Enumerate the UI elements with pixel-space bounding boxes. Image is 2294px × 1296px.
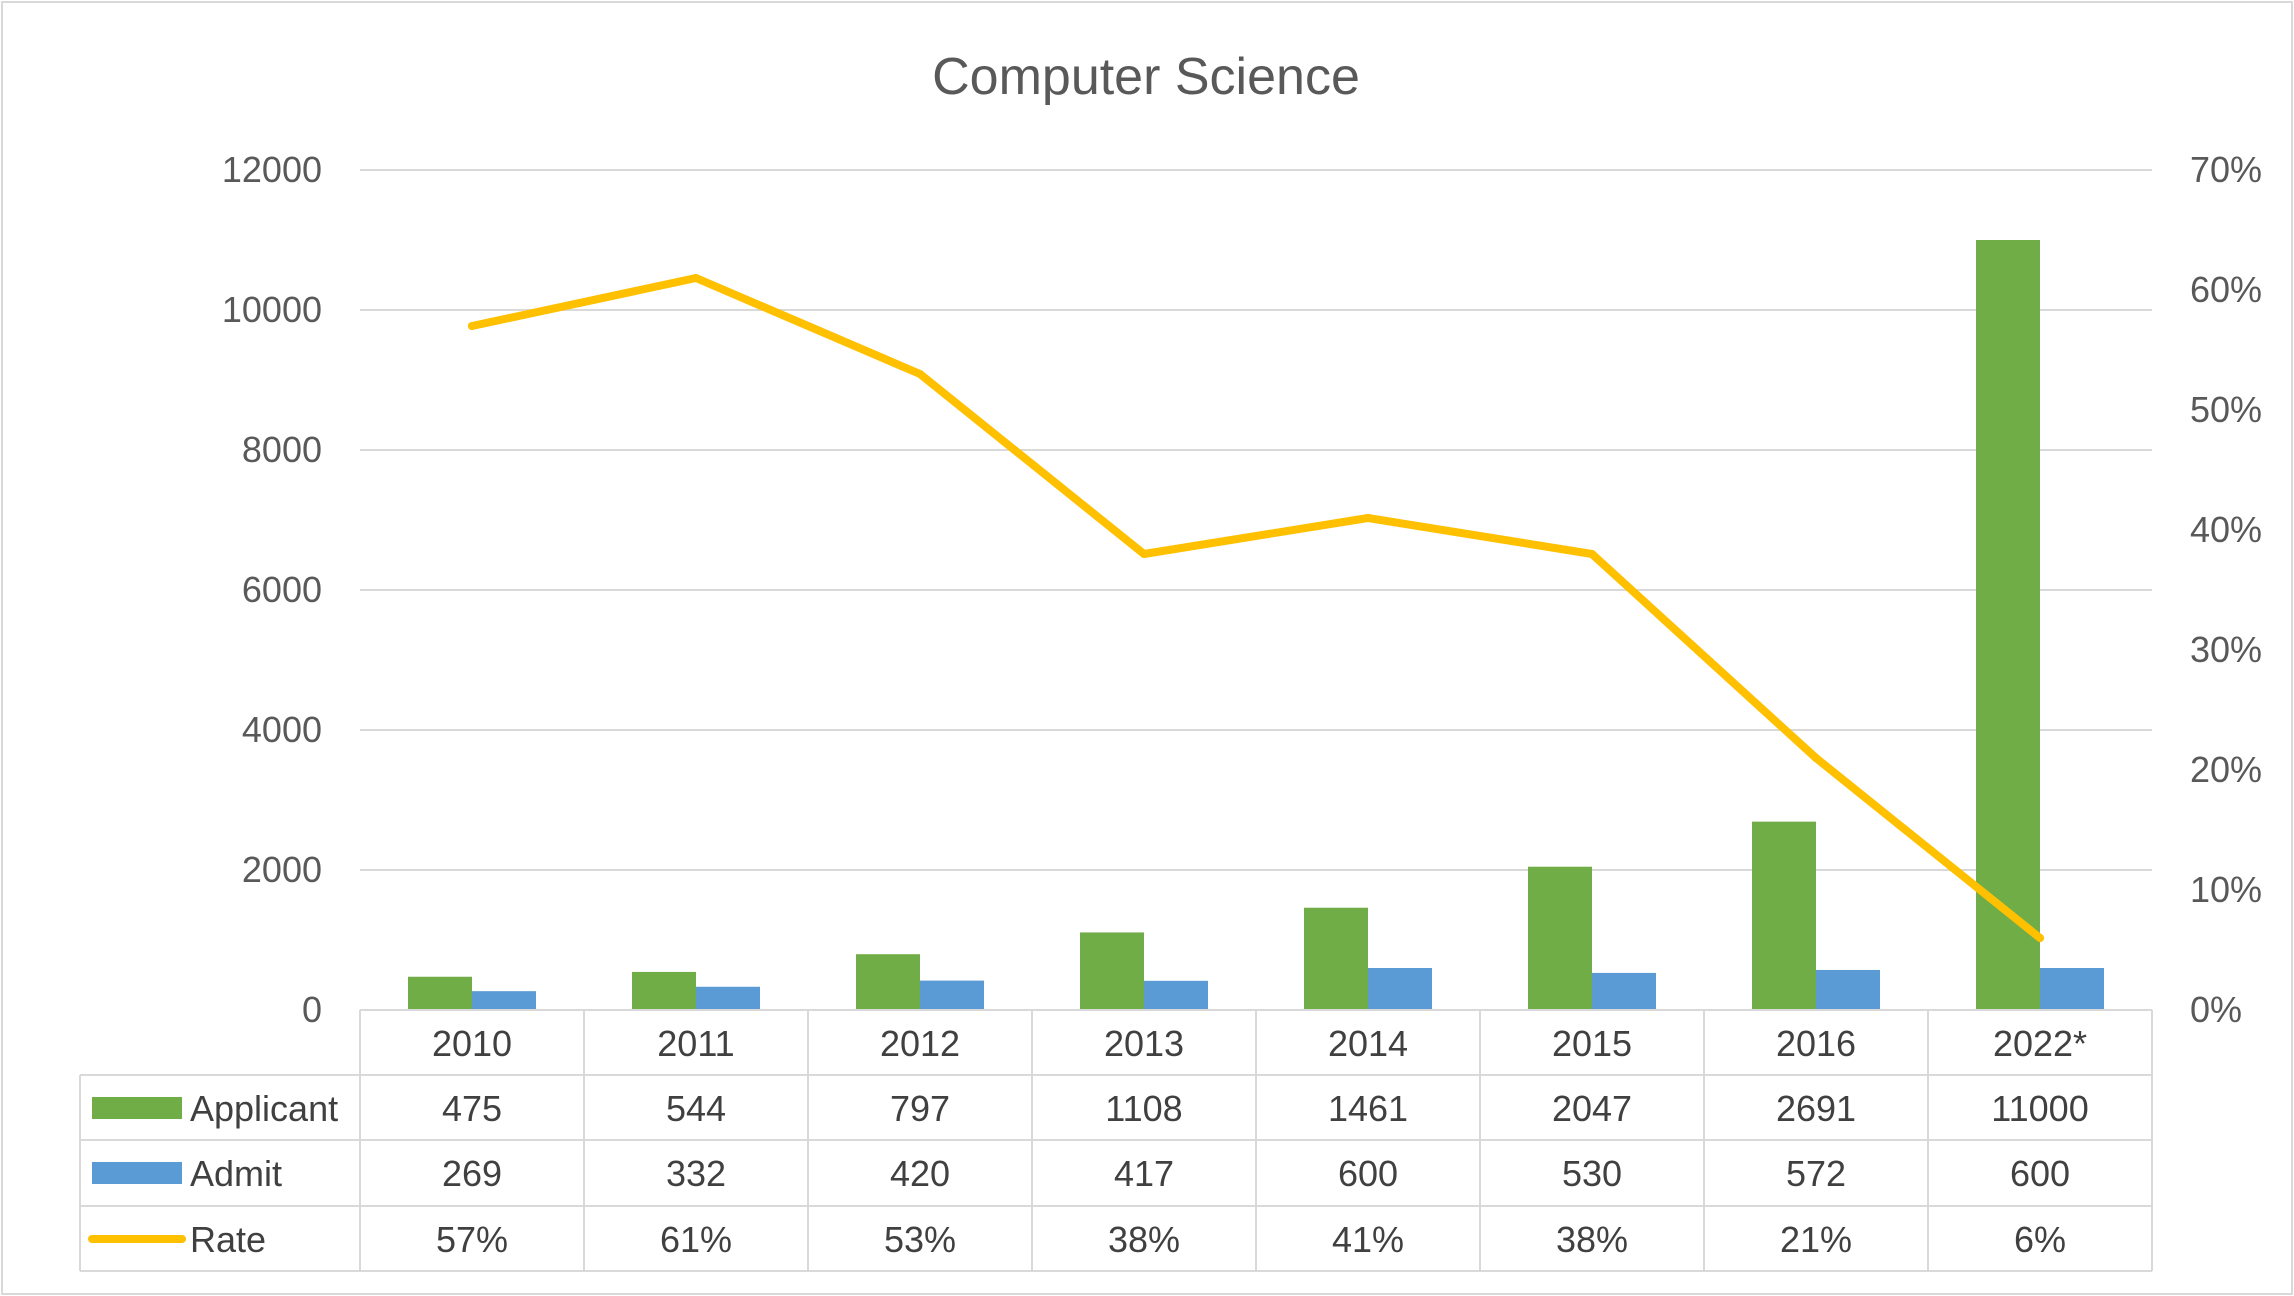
bar-admit — [920, 980, 984, 1010]
rate-point — [1812, 754, 1820, 762]
bar-admit — [472, 991, 536, 1010]
table-cell: 417 — [1114, 1153, 1174, 1194]
table-cell: 475 — [442, 1088, 502, 1129]
legend-label-admit: Admit — [190, 1153, 282, 1194]
rate-line — [468, 274, 2044, 942]
bars — [408, 240, 2104, 1010]
table-cell: 600 — [2010, 1153, 2070, 1194]
bar-admit — [1816, 969, 1880, 1010]
category-label: 2013 — [1104, 1023, 1184, 1064]
table-cell: 41% — [1332, 1219, 1404, 1260]
left-axis-tick-label: 2000 — [242, 849, 322, 890]
table-cell: 38% — [1556, 1219, 1628, 1260]
category-label: 2014 — [1328, 1023, 1408, 1064]
category-label: 2011 — [657, 1023, 734, 1064]
right-axis-tick-label: 60% — [2190, 269, 2262, 310]
table-cell: 530 — [1562, 1153, 1622, 1194]
left-axis-tick-label: 4000 — [242, 709, 322, 750]
table-cell: 797 — [890, 1088, 950, 1129]
table-cell: 21% — [1780, 1219, 1852, 1260]
table-cell: 1461 — [1328, 1088, 1408, 1129]
category-label: 2010 — [432, 1023, 512, 1064]
legend-key-admit — [92, 1162, 182, 1184]
bar-admit — [1144, 980, 1208, 1010]
bar-admit — [1368, 968, 1432, 1010]
bar-admit — [1592, 972, 1656, 1010]
table-cell: 1108 — [1105, 1088, 1182, 1129]
rate-point — [1140, 550, 1148, 558]
right-axis-tick-label: 0% — [2190, 989, 2242, 1030]
table-cell: 57% — [436, 1219, 508, 1260]
rate-point — [1588, 550, 1596, 558]
rate-point — [468, 322, 476, 330]
right-axis-tick-label: 50% — [2190, 389, 2262, 430]
bar-applicant — [1752, 821, 1816, 1010]
bar-applicant — [1976, 240, 2040, 1010]
left-axis-ticks: 0 2000 4000 6000 8000 10000 12000 — [222, 149, 322, 1030]
legend-label-applicant: Applicant — [190, 1088, 338, 1129]
table-cell: 544 — [666, 1088, 726, 1129]
left-axis-tick-label: 10000 — [222, 289, 322, 330]
right-axis-ticks: 0% 10% 20% 30% 40% 50% 60% 70% — [2190, 149, 2262, 1030]
legend-key-applicant — [92, 1097, 182, 1119]
rate-point — [916, 370, 924, 378]
table-cell: 61% — [660, 1219, 732, 1260]
table-cell: 269 — [442, 1153, 502, 1194]
legend-label-rate: Rate — [190, 1219, 266, 1260]
left-axis-tick-label: 6000 — [242, 569, 322, 610]
table-cell: 2691 — [1776, 1088, 1856, 1129]
bar-applicant — [1528, 866, 1592, 1010]
right-axis-tick-label: 20% — [2190, 749, 2262, 790]
data-table: 2010 2011 2012 2013 2014 2015 2016 2022* Applica… — [79, 1009, 2153, 1272]
chart-title: Computer Science — [932, 48, 1360, 106]
bar-applicant — [856, 954, 920, 1010]
table-cell: 600 — [1338, 1153, 1398, 1194]
rate-point — [2036, 934, 2044, 942]
right-axis-tick-label: 70% — [2190, 149, 2262, 190]
table-cell: 2047 — [1552, 1088, 1632, 1129]
right-axis-tick-label: 40% — [2190, 509, 2262, 550]
table-cell: 572 — [1786, 1153, 1846, 1194]
bar-applicant — [1304, 907, 1368, 1010]
table-cell: 6% — [2014, 1219, 2066, 1260]
table-cell: 332 — [666, 1153, 726, 1194]
table-cell: 38% — [1108, 1219, 1180, 1260]
left-axis-tick-label: 12000 — [222, 149, 322, 190]
category-label: 2022* — [1993, 1023, 2087, 1064]
table-cell: 11000 — [1991, 1088, 2088, 1129]
gridlines — [360, 169, 2152, 871]
left-axis-tick-label: 8000 — [242, 429, 322, 470]
bar-admit — [696, 986, 760, 1010]
category-label: 2015 — [1552, 1023, 1632, 1064]
rate-line-layer — [468, 274, 2044, 942]
bar-applicant — [1080, 932, 1144, 1010]
right-axis-tick-label: 30% — [2190, 629, 2262, 670]
category-label: 2016 — [1776, 1023, 1856, 1064]
table-cell: 420 — [890, 1153, 950, 1194]
bar-applicant — [632, 971, 696, 1010]
category-label: 2012 — [880, 1023, 960, 1064]
rate-point — [692, 274, 700, 282]
bar-admit — [2040, 968, 2104, 1010]
bar-applicant — [408, 976, 472, 1010]
rate-point — [1364, 514, 1372, 522]
table-cell: 53% — [884, 1219, 956, 1260]
left-axis-tick-label: 0 — [302, 989, 322, 1030]
right-axis-tick-label: 10% — [2190, 869, 2262, 910]
